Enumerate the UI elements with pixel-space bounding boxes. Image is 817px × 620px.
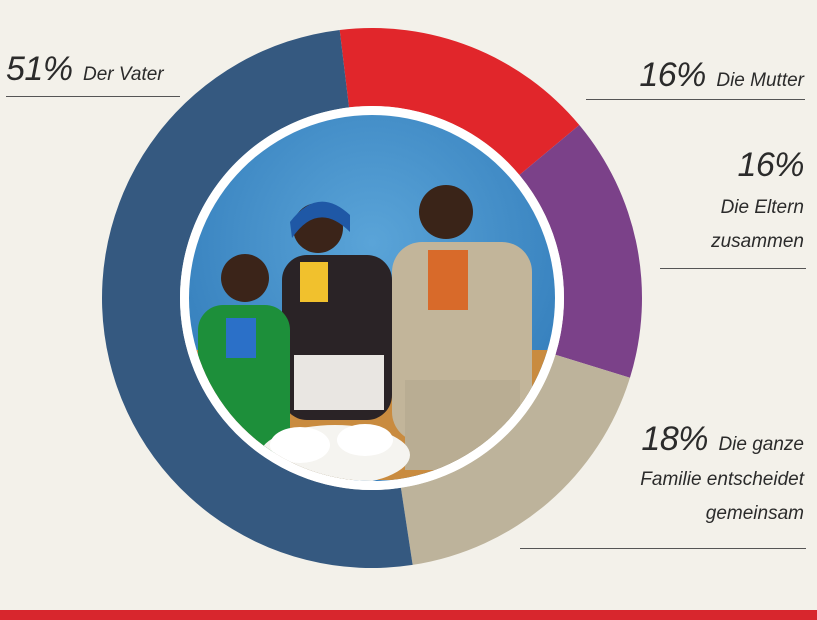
label-familie-line2: Familie entscheidet	[640, 469, 804, 490]
rule-die-ganze-familie	[520, 548, 806, 549]
label-der-vater-pct: 51%	[6, 50, 73, 88]
label-die-ganze-familie: 18% Die ganze Familie entscheidet gemein…	[640, 420, 804, 525]
donut-slices	[102, 28, 642, 568]
slice-der-vater	[102, 29, 413, 568]
rule-die-mutter	[586, 99, 805, 100]
bottom-accent-bar	[0, 610, 817, 620]
label-familie-line1: Die ganze	[718, 434, 804, 455]
label-die-eltern-line2: zusammen	[711, 231, 804, 252]
label-die-mutter: 16% Die Mutter	[639, 56, 804, 95]
label-der-vater: 51% Der Vater	[6, 50, 164, 89]
label-familie-line3: gemeinsam	[705, 503, 804, 524]
label-die-mutter-text: Die Mutter	[716, 70, 804, 91]
label-die-eltern: 16% Die Eltern zusammen	[711, 146, 804, 253]
rule-die-eltern	[660, 268, 806, 269]
family-photo	[189, 115, 555, 481]
slice-die-ganze-familie-entscheidet-gemeinsam	[400, 354, 630, 565]
label-familie-pct: 18%	[641, 420, 708, 458]
rule-der-vater	[6, 96, 180, 97]
label-die-eltern-pct: 16%	[737, 146, 804, 184]
label-die-eltern-line1: Die Eltern	[720, 197, 804, 218]
slice-die-mutter	[339, 28, 580, 175]
label-die-mutter-pct: 16%	[639, 56, 706, 94]
slice-die-eltern-zusammen	[519, 125, 642, 378]
label-der-vater-text: Der Vater	[83, 64, 164, 85]
